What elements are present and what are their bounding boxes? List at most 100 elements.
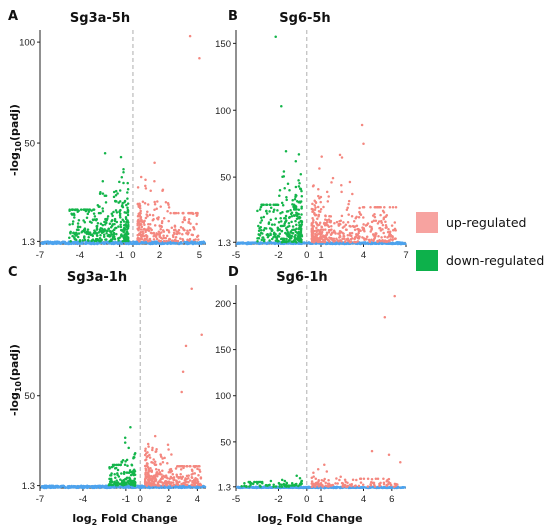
down-point-a — [93, 215, 97, 218]
up-point-d — [341, 485, 345, 488]
up-point-b — [362, 223, 365, 226]
scatter-points-c — [40, 287, 207, 490]
down-point-a — [119, 223, 122, 226]
up-point-c — [194, 480, 197, 484]
down-point-a — [122, 181, 125, 185]
down-point-a — [83, 208, 86, 211]
up-point-b — [382, 231, 385, 235]
up-point-b — [318, 232, 322, 235]
ns-point-d — [295, 486, 298, 489]
up-point-a — [138, 237, 141, 241]
up-point-a — [141, 220, 144, 223]
up-point-a — [147, 229, 151, 232]
up-point-d — [355, 478, 358, 482]
down-point-a — [108, 222, 112, 226]
down-point-a — [81, 239, 85, 242]
down-point-b — [290, 234, 294, 238]
x-tick-label: 2 — [157, 250, 162, 261]
up-point-d — [361, 483, 365, 487]
down-point-a — [123, 211, 126, 214]
up-point-a — [139, 209, 142, 213]
up-point-a — [186, 238, 189, 241]
up-point-c — [165, 484, 168, 487]
up-point-b — [314, 221, 318, 224]
up-point-b — [378, 238, 381, 242]
down-point-a — [123, 199, 127, 203]
up-point-c — [174, 467, 178, 470]
down-point-b — [282, 175, 286, 178]
down-point-b — [285, 198, 288, 202]
ns-point-c — [186, 485, 190, 489]
down-point-c — [133, 484, 136, 487]
up-point-b — [390, 224, 394, 227]
down-point-a — [86, 228, 90, 231]
up-point-a — [143, 219, 146, 223]
up-point-c — [148, 470, 151, 473]
down-point-c — [119, 482, 123, 486]
up-point-b — [355, 233, 359, 237]
ns-point-c — [52, 486, 55, 490]
ns-point-c — [136, 484, 140, 488]
up-point-b — [346, 206, 349, 209]
ns-point-c — [202, 485, 205, 488]
ns-point-b — [299, 242, 303, 246]
up-point-a — [147, 225, 150, 229]
down-point-a — [71, 222, 74, 226]
up-point-b — [344, 240, 347, 243]
up-point-c — [171, 481, 175, 484]
up-point-c — [148, 456, 152, 459]
ns-point-a — [159, 242, 163, 246]
up-point-c — [144, 481, 147, 485]
up-point-c — [158, 471, 162, 474]
down-point-b — [295, 227, 298, 231]
down-point-b — [298, 182, 301, 185]
up-point-b — [325, 219, 329, 222]
up-point-b — [376, 205, 379, 209]
down-point-a — [126, 211, 130, 214]
up-point-b — [346, 220, 350, 224]
down-point-c — [116, 473, 119, 477]
outlier-point-d — [387, 453, 391, 457]
down-point-b — [259, 221, 262, 224]
down-point-b — [299, 227, 303, 231]
down-point-b — [297, 179, 300, 182]
up-point-a — [143, 201, 147, 205]
ns-point-d — [300, 485, 303, 489]
up-point-b — [350, 231, 354, 235]
up-point-b — [342, 221, 345, 224]
up-point-a — [138, 232, 141, 236]
up-point-b — [314, 213, 318, 217]
up-point-a — [149, 231, 153, 234]
down-point-a — [107, 227, 110, 231]
down-point-a — [121, 218, 124, 222]
down-point-a — [92, 208, 95, 211]
down-point-b — [297, 185, 301, 188]
down-point-a — [76, 225, 80, 228]
down-point-b — [293, 235, 296, 238]
down-point-b — [295, 238, 298, 241]
up-point-b — [382, 217, 385, 221]
up-point-b — [329, 220, 332, 224]
up-point-b — [393, 221, 397, 224]
down-point-a — [70, 212, 73, 216]
ns-point-d — [291, 486, 294, 490]
ns-point-a — [53, 241, 56, 244]
y-tick-label: 50 — [24, 139, 35, 150]
up-point-b — [323, 240, 327, 244]
up-point-b — [333, 231, 337, 234]
panel-label-c: C — [8, 265, 18, 280]
down-point-b — [274, 203, 277, 207]
ns-point-a — [144, 241, 147, 245]
outlier-point-b — [360, 123, 364, 127]
down-point-c — [113, 473, 116, 476]
up-point-c — [199, 476, 203, 479]
ns-point-c — [194, 486, 198, 489]
down-point-a — [114, 189, 118, 193]
x-tick-label: 1 — [318, 494, 323, 505]
up-point-b — [370, 220, 374, 224]
down-point-d — [292, 483, 296, 487]
up-point-a — [141, 200, 145, 203]
up-point-d — [343, 483, 347, 487]
up-point-b — [373, 215, 377, 219]
ns-point-a — [180, 242, 183, 245]
